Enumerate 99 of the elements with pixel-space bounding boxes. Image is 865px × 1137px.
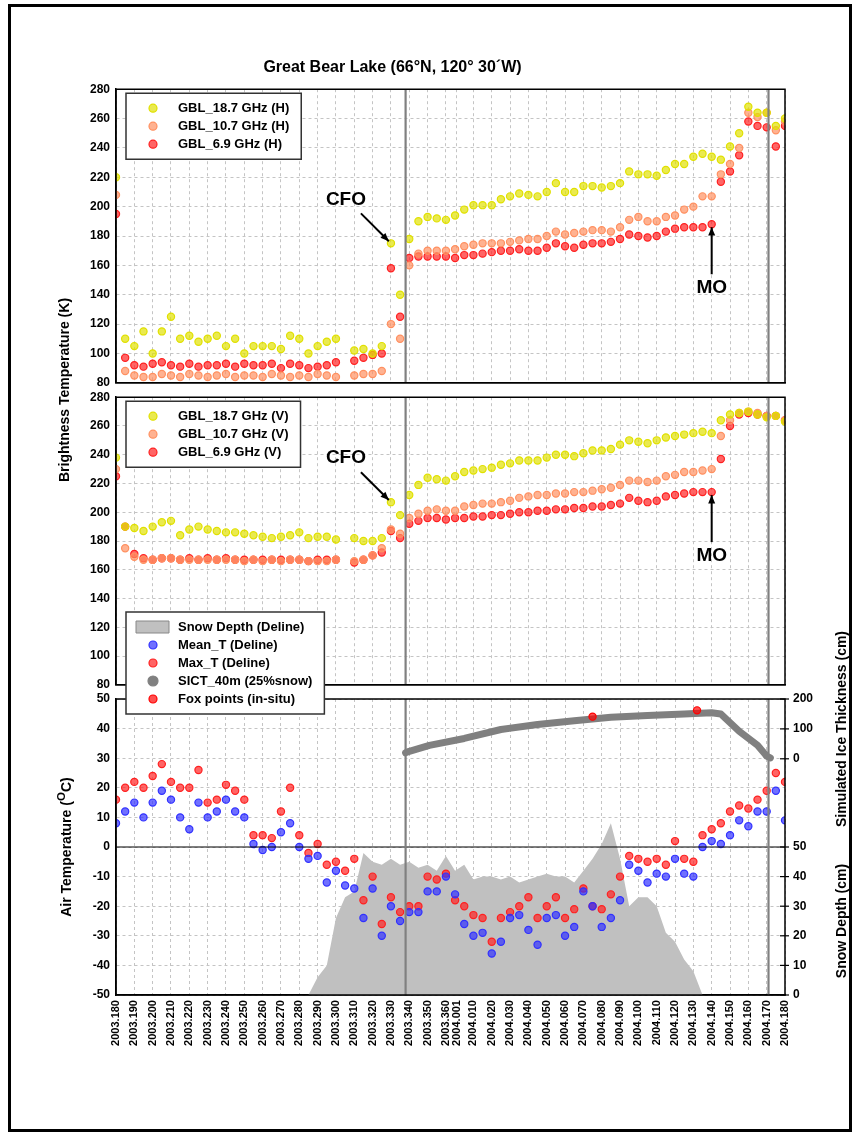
- annotation: MO: [696, 544, 727, 566]
- y-tick-label: 260: [89, 110, 111, 125]
- y-tick-label: 200: [89, 198, 111, 213]
- y3-tick-label: 10: [793, 957, 807, 972]
- y-tick-label: 120: [89, 316, 111, 331]
- x-tick-label: 2004.140: [704, 1000, 717, 1046]
- annotation: CFO: [325, 446, 366, 468]
- y-tick-label: -20: [92, 898, 111, 913]
- x-tick-label: 2003.250: [237, 1000, 250, 1046]
- y3-axis-title: Snow Depth (cm): [833, 863, 849, 979]
- y-tick-label: 180: [89, 228, 111, 243]
- y-tick-label: 100: [89, 345, 111, 360]
- y-tick-label: 160: [89, 257, 111, 272]
- y-tick-label: 280: [89, 81, 111, 96]
- x-tick-label: 2004.060: [558, 1000, 571, 1046]
- x-tick-label: 2003.270: [273, 1000, 286, 1046]
- x-tick-label: 2003.190: [127, 1000, 140, 1046]
- y-tick-label: 280: [89, 389, 111, 404]
- x-tick-label: 2003.350: [420, 1000, 433, 1046]
- x-tick-label: 2003.330: [383, 1000, 396, 1046]
- legend-label: Snow Depth (Deline): [178, 618, 305, 634]
- legend-label: SICT_40m (25%snow): [178, 672, 313, 688]
- x-tick-label: 2003.340: [402, 1000, 415, 1046]
- chart-title: Great Bear Lake (66°N, 120° 30´W): [263, 58, 522, 76]
- x-tick-label: 2004.110: [649, 1000, 662, 1046]
- y-tick-label: 100: [89, 648, 111, 663]
- x-tick-label: 2004.170: [759, 1000, 772, 1046]
- y-tick-label: 160: [89, 562, 111, 577]
- x-tick-label: 2004.010: [466, 1000, 479, 1046]
- x-tick-label: 2003.290: [310, 1000, 323, 1046]
- x-tick-label: 2003.200: [145, 1000, 158, 1046]
- x-tick-label: 2004.100: [631, 1000, 644, 1046]
- x-tick-label: 2004.130: [686, 1000, 699, 1046]
- x-tick-label: 2003.230: [200, 1000, 213, 1046]
- legend-label: GBL_10.7 GHz (V): [178, 425, 289, 441]
- y-tick-label: 220: [89, 475, 111, 490]
- y-tick-label: 240: [89, 447, 111, 462]
- x-tick-label: 2003.280: [292, 1000, 305, 1046]
- y-tick-label: 120: [89, 619, 111, 634]
- annotation: CFO: [325, 187, 366, 209]
- legend-label: GBL_18.7 GHz (H): [178, 99, 290, 115]
- y-tick-label: 140: [89, 287, 111, 302]
- y3-tick-label: 0: [793, 987, 800, 1002]
- annotation: MO: [696, 276, 727, 298]
- y3-tick-label: 40: [793, 868, 807, 883]
- y-tick-label: 50: [96, 691, 111, 706]
- y3-tick-label: 30: [793, 898, 807, 913]
- legend-label: GBL_6.9 GHz (H): [178, 135, 283, 151]
- x-tick-label: 2004.160: [741, 1000, 754, 1046]
- y2-axis-title: Simulated Ice Thickness (cm): [833, 630, 849, 827]
- y-tick-label: -40: [92, 957, 111, 972]
- y-tick-label: 0: [103, 839, 111, 854]
- y-tick-label: 20: [96, 780, 111, 795]
- legend-label: GBL_18.7 GHz (V): [178, 407, 289, 423]
- x-tick-label: 2003.360: [438, 1000, 451, 1046]
- x-tick-label: 2004.090: [613, 1000, 626, 1046]
- y-tick-label: 220: [89, 169, 111, 184]
- x-tick-label: 2003.180: [109, 1000, 122, 1046]
- x-tick-label: 2003.240: [219, 1000, 231, 1046]
- y2-tick-label: 200: [793, 691, 814, 706]
- x-tick-label: 2004.040: [521, 1000, 534, 1046]
- y2-tick-label: 100: [793, 721, 814, 736]
- legend-label: GBL_10.7 GHz (H): [178, 117, 290, 133]
- x-tick-label: 2003.210: [164, 1000, 177, 1046]
- y-tick-label: 260: [89, 418, 111, 433]
- y-tick-label: 30: [96, 750, 111, 765]
- x-tick-label: 2004.001: [449, 1000, 462, 1046]
- x-tick-label: 2004.080: [594, 1000, 607, 1046]
- legend-label: GBL_6.9 GHz (V): [178, 443, 282, 459]
- x-tick-label: 2004.120: [668, 1000, 681, 1046]
- x-tick-label: 2003.220: [182, 1000, 195, 1046]
- y-tick-label: -30: [92, 928, 111, 943]
- x-tick-label: 2003.260: [255, 1000, 268, 1046]
- y-tick-label: 200: [89, 504, 111, 519]
- y3-tick-label: 50: [793, 839, 807, 854]
- y-tick-label: 80: [96, 677, 111, 692]
- legend-label: Mean_T (Deline): [178, 636, 278, 652]
- x-tick-label: 2004.150: [723, 1000, 736, 1046]
- y-tick-label: -50: [92, 987, 111, 1002]
- y-axis-title: Brightness Temperature (K): [56, 297, 72, 483]
- y3-tick-label: 20: [793, 928, 807, 943]
- x-tick-label: 2004.020: [484, 1000, 497, 1046]
- y-tick-label: 40: [96, 720, 111, 735]
- y-tick-label: 140: [89, 590, 111, 605]
- x-tick-label: 2004.070: [576, 1000, 589, 1046]
- y-tick-label: -10: [92, 868, 111, 883]
- y-tick-label: 80: [96, 375, 111, 390]
- y-tick-label: 240: [89, 140, 111, 155]
- legend-label: Fox points (in-situ): [178, 690, 295, 706]
- x-tick-label: 2003.300: [328, 1000, 341, 1046]
- x-tick-label: 2004.030: [503, 1000, 516, 1046]
- x-tick-label: 2004.050: [539, 1000, 552, 1046]
- x-tick-label: 2004.180: [778, 1000, 791, 1046]
- legend-label: Max_T (Deline): [178, 654, 270, 670]
- x-tick-label: 2003.310: [347, 1000, 360, 1046]
- y-tick-label: 180: [89, 533, 111, 548]
- y-tick-label: 10: [96, 809, 111, 824]
- x-tick-label: 2003.320: [365, 1000, 378, 1046]
- y2-tick-label: 0: [793, 751, 800, 766]
